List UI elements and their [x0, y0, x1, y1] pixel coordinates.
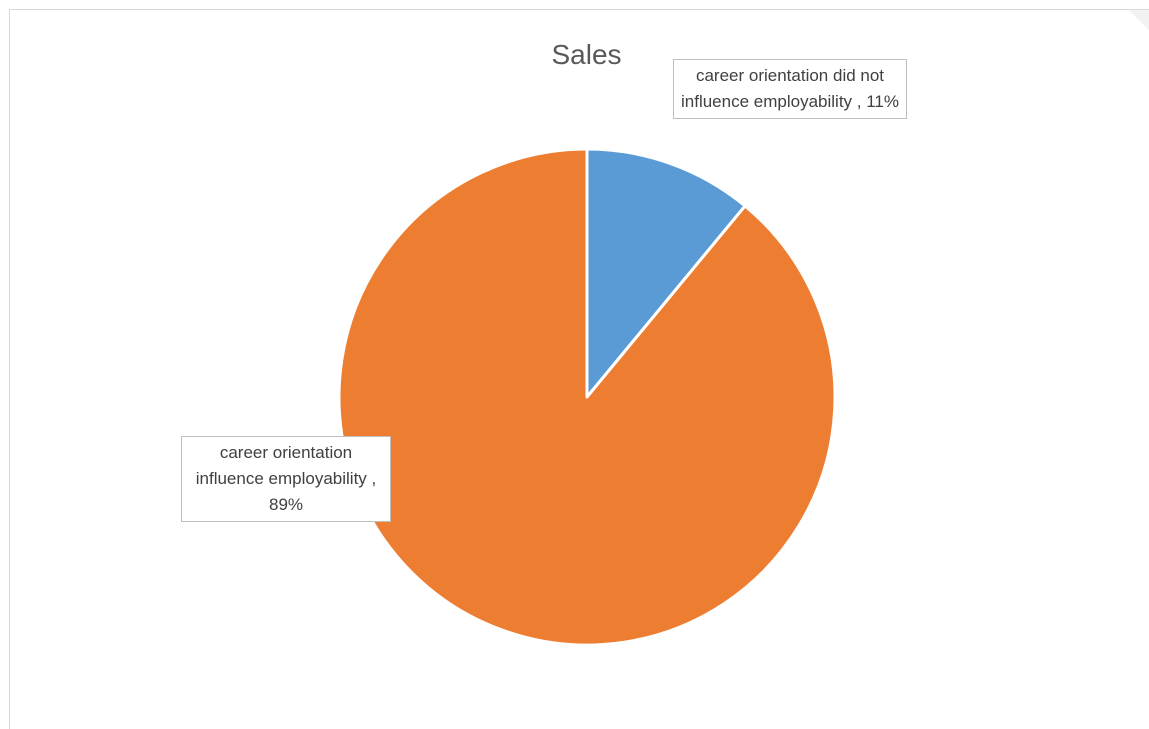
pie-slice-did-not-influence — [585, 147, 747, 399]
data-label-did-not-influence: career orientation did not influence emp… — [673, 59, 907, 119]
data-label-influence-text: career orientation influence employabili… — [195, 443, 377, 514]
pie-slices — [337, 147, 837, 647]
chart-title: Sales — [551, 39, 622, 70]
pie-chart — [337, 147, 837, 647]
chart-area — [9, 9, 1149, 729]
data-label-did-not-influence-text: career orientation did not influence emp… — [681, 66, 899, 111]
pie-slice-influence — [337, 147, 837, 647]
page-corner-fold — [1129, 10, 1149, 50]
data-label-influence: career orientation influence employabili… — [181, 436, 391, 522]
